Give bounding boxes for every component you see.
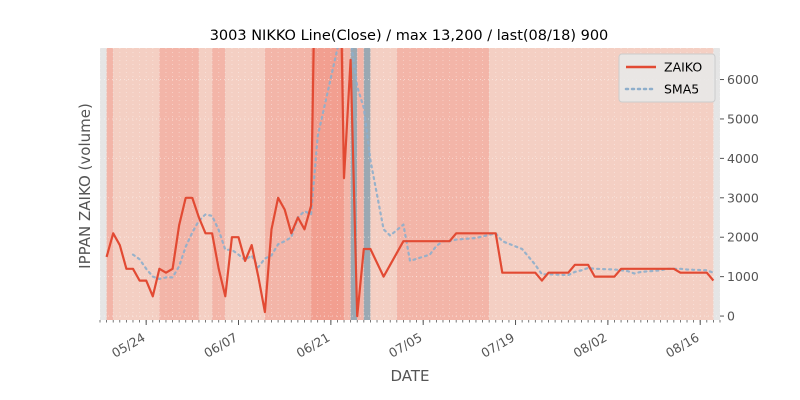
y-axis: 0 1000 2000 3000 4000 5000 6000: [720, 72, 759, 324]
x-tick-label: 07/05: [386, 330, 425, 361]
band-medium: [357, 48, 364, 320]
y-tick-label: 6000: [727, 72, 759, 87]
y-tick-label: 3000: [727, 190, 759, 205]
y-tick-label: 0: [727, 309, 735, 324]
band-dark: [363, 48, 371, 320]
band-light: [198, 48, 213, 320]
band-medium: [106, 48, 114, 320]
band-medium: [396, 48, 490, 320]
series-layer: [105, 48, 715, 318]
x-tick-label: 08/16: [663, 330, 702, 361]
legend-sma5-label: SMA5: [664, 82, 699, 97]
band-medium: [264, 48, 312, 320]
y-tick-label: 5000: [727, 111, 759, 126]
grid-layer: [99, 48, 721, 320]
x-tick-label: 08/02: [571, 330, 610, 361]
plot-area: [99, 48, 721, 320]
legend-zaiko-label: ZAIKO: [664, 60, 702, 75]
y-axis-label: IPPAN ZAIKO (volume): [76, 103, 94, 269]
y-tick-label: 2000: [727, 230, 759, 245]
band-medium: [159, 48, 199, 320]
x-tick-label: 06/07: [201, 330, 240, 361]
chart-title: 3003 NIKKO Line(Close) / max 13,200 / la…: [210, 28, 609, 44]
series-line-sma5: [131, 48, 715, 281]
x-tick-label: 07/19: [478, 330, 517, 361]
x-tick-label: 06/21: [294, 330, 333, 361]
x-axis: 05/24 06/07 06/21 07/05 07/19 08/02 08/16: [99, 320, 721, 361]
y-tick-label: 4000: [727, 151, 759, 166]
y-tick-label: 1000: [727, 269, 759, 284]
x-tick-label: 05/24: [109, 330, 148, 361]
x-axis-label: DATE: [390, 367, 429, 385]
series-line-zaiko: [105, 48, 715, 318]
band-medium: [344, 48, 351, 320]
legend: ZAIKO SMA5: [618, 53, 716, 103]
